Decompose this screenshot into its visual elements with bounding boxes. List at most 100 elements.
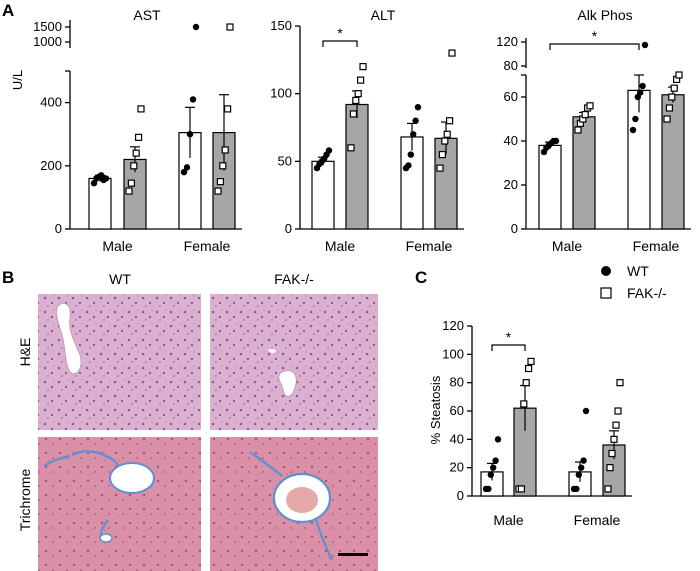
y-tick-label: 20 — [450, 460, 464, 475]
chart-title: Alk Phos — [577, 7, 632, 23]
data-point — [524, 364, 533, 373]
trichrome-fak-vessel-core — [286, 487, 318, 513]
data-point — [614, 407, 622, 415]
data-point — [580, 457, 587, 464]
data-point — [438, 150, 446, 159]
data-point — [221, 146, 229, 154]
data-point — [186, 131, 194, 138]
he-fak-vessel-small — [268, 348, 276, 354]
data-point — [347, 144, 355, 152]
chart-title: ALT — [371, 7, 396, 23]
y-tick-label: 200 — [40, 158, 62, 173]
y-tick-label: 0 — [285, 221, 292, 236]
category-label: Male — [102, 238, 133, 254]
data-point — [407, 151, 414, 158]
y-tick-label: 0 — [457, 488, 464, 503]
scale-bar — [338, 553, 368, 556]
data-point — [604, 485, 612, 493]
data-point — [492, 457, 499, 464]
legend-wt-marker — [601, 266, 611, 276]
y-tick-label: 60 — [450, 403, 464, 418]
y-tick-label: 80 — [504, 58, 518, 73]
data-point — [125, 187, 133, 195]
y-axis-label: % Steatosis — [428, 375, 443, 444]
data-point — [639, 82, 646, 90]
data-point — [216, 178, 224, 186]
data-point — [663, 115, 671, 123]
data-point — [102, 175, 110, 182]
data-point — [616, 379, 624, 387]
micrograph-he-fak — [210, 294, 378, 430]
category-label: Male — [552, 238, 583, 254]
data-point — [552, 137, 560, 145]
data-point — [354, 90, 362, 98]
data-point — [632, 115, 639, 123]
data-point — [224, 105, 232, 113]
y-tick-label: 0 — [55, 221, 62, 236]
chart-steatosis: % Steatosis 0 20 40 60 80 100 120 Male Female * — [428, 318, 632, 528]
he-fak-vessel — [278, 370, 297, 397]
histology-row-he: H&E — [17, 338, 33, 367]
data-point — [436, 164, 444, 172]
y-tick-label: 1500 — [33, 19, 62, 34]
category-label: Male — [493, 512, 524, 528]
data-point — [410, 131, 417, 138]
y-tick-label: 20 — [504, 177, 518, 192]
data-point — [578, 464, 585, 471]
data-point — [586, 102, 594, 110]
y-tick-label: 60 — [504, 89, 518, 104]
data-point — [325, 147, 333, 154]
y-tick-label: 100 — [270, 86, 292, 101]
bar — [572, 116, 596, 230]
data-point — [610, 435, 618, 443]
bar — [661, 94, 685, 230]
data-point — [448, 49, 456, 57]
data-point — [527, 357, 535, 366]
data-point — [352, 96, 360, 105]
data-point — [359, 62, 367, 71]
data-point — [675, 71, 683, 79]
chart-alkphos: Alk Phos 0 20 40 60 80 120 Male Female * — [496, 7, 691, 254]
data-point — [487, 471, 494, 478]
data-point — [357, 76, 365, 84]
category-label: Female — [184, 238, 231, 254]
data-point — [670, 84, 678, 92]
trichrome-fak-collagen — [249, 451, 333, 561]
histology-col-fak: FAK-/- — [274, 271, 314, 287]
data-point — [665, 104, 674, 112]
data-point — [629, 126, 637, 134]
data-point — [214, 187, 222, 195]
y-tick-label: 40 — [450, 431, 464, 446]
histology-col-wt: WT — [109, 271, 131, 287]
data-point — [219, 162, 227, 170]
y-tick-label: 80 — [450, 375, 464, 390]
data-point — [446, 117, 454, 125]
category-label: Female — [633, 238, 680, 254]
data-point — [608, 449, 616, 458]
y-tick-label: 40 — [504, 133, 518, 148]
significance-bracket — [549, 43, 640, 50]
he-wt-vessel — [55, 302, 82, 375]
significance-star: * — [337, 25, 343, 41]
data-point — [637, 89, 644, 96]
trichrome-wt-vessel-small — [99, 533, 113, 543]
data-point — [443, 130, 451, 138]
data-point — [414, 104, 422, 111]
significance-bracket — [322, 40, 358, 47]
data-point — [132, 149, 140, 157]
y-tick-label: 0 — [511, 221, 518, 236]
bar — [345, 103, 369, 230]
data-point — [226, 23, 234, 31]
trichrome-wt-vessel — [109, 462, 155, 494]
significance-bracket — [491, 344, 526, 351]
bar — [88, 177, 112, 230]
data-point — [522, 379, 530, 387]
chart-title: AST — [133, 7, 161, 23]
y-tick-label: 400 — [40, 95, 62, 110]
category-label: Male — [325, 238, 356, 254]
bar — [538, 144, 562, 230]
category-label: Female — [574, 512, 621, 528]
bar — [400, 136, 424, 230]
data-point — [573, 485, 580, 493]
